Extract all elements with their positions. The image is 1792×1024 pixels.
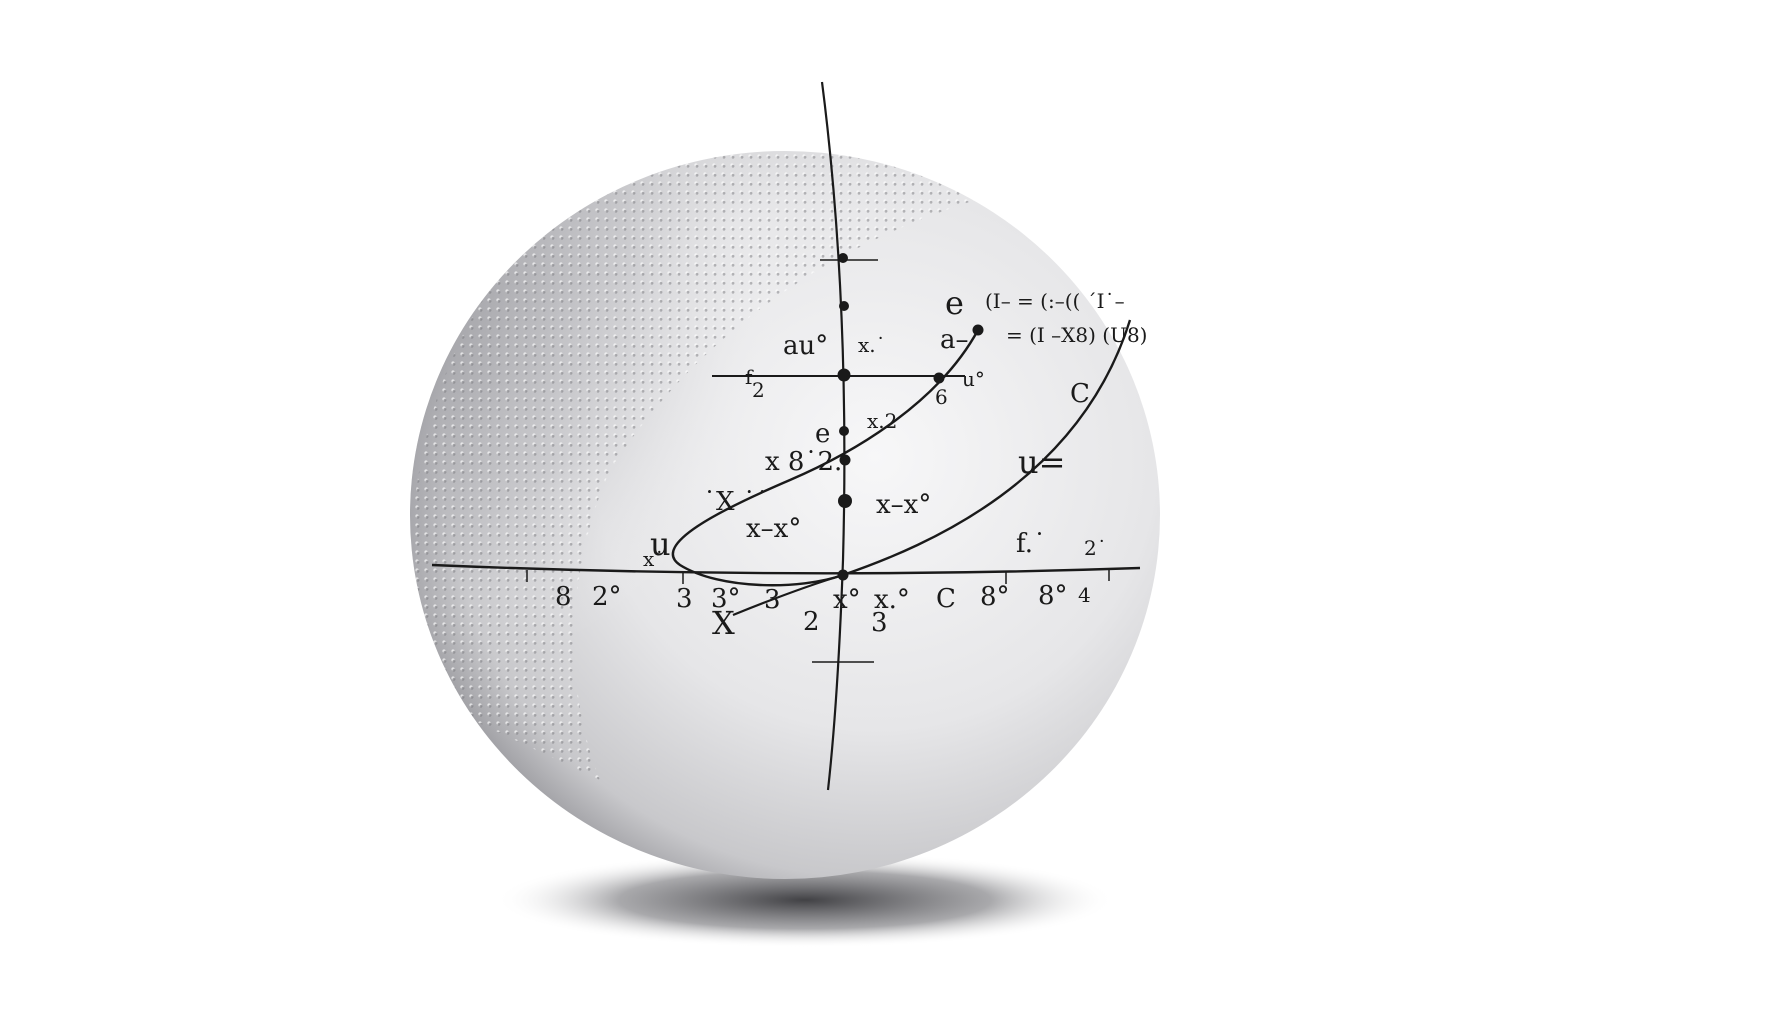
label-f2-sub: 2 bbox=[752, 378, 765, 402]
tick-label-2o: 2° bbox=[592, 582, 622, 612]
label-x2: x.2 bbox=[867, 409, 897, 433]
label-a-dash: a– bbox=[940, 325, 969, 355]
label-u-eq: u= bbox=[1018, 443, 1065, 481]
tick-label-xo: x.° bbox=[874, 585, 910, 615]
label-x-small-left: x˙ bbox=[643, 547, 664, 571]
tick-label-3b: 3 bbox=[764, 585, 781, 615]
label-x-minus-x-left: x–x° bbox=[746, 514, 801, 544]
label-xa: x.˙ bbox=[858, 333, 886, 357]
horizontal-axis bbox=[431, 563, 1141, 575]
dotted-texture bbox=[410, 151, 1110, 780]
s-curve bbox=[671, 319, 1132, 587]
label-below-2: 2 bbox=[803, 607, 820, 637]
label-big-x: X bbox=[712, 604, 735, 642]
tick-label-3o: 3° bbox=[711, 584, 741, 614]
label-equation-2: = (I –X8) (U8) bbox=[1006, 323, 1147, 347]
label-u-deg: u° bbox=[962, 367, 985, 391]
tick-label-3: 3 bbox=[676, 584, 693, 614]
label-f-right: f.˙ bbox=[1016, 529, 1046, 559]
label-two-right: 2˙ bbox=[1084, 536, 1107, 560]
label-six: 6 bbox=[935, 385, 948, 409]
label-u-left: u bbox=[650, 525, 671, 563]
tick-label-8o-b: 8° bbox=[1038, 581, 1068, 611]
label-xx-left: ˙X ˙˙ bbox=[703, 487, 769, 517]
axis-points bbox=[837, 253, 984, 581]
tick-label-8: 8 bbox=[555, 582, 572, 612]
label-below-3: 3 bbox=[871, 608, 888, 638]
tail-curve bbox=[732, 573, 844, 617]
ground-shadow bbox=[495, 852, 1115, 948]
label-au: au° bbox=[783, 331, 828, 361]
tick-label-x0: x° bbox=[833, 585, 861, 615]
label-f2: f bbox=[745, 365, 754, 389]
tick-label-c: C bbox=[936, 584, 956, 614]
tick-label-8o: 8° bbox=[980, 582, 1010, 612]
label-x62: x 8˙2. bbox=[765, 447, 842, 477]
label-x-minus-x-top: x–x° bbox=[876, 490, 931, 520]
axis-ticks bbox=[526, 569, 1110, 584]
label-e-top: e bbox=[945, 284, 964, 322]
meridian-line bbox=[820, 81, 846, 791]
label-e-mid: e bbox=[815, 419, 830, 449]
label-c-right: C bbox=[1070, 379, 1090, 409]
tick-label-4: 4 bbox=[1078, 583, 1091, 607]
label-equation-1: (I– = (:–(( ´I˙– bbox=[985, 289, 1125, 313]
